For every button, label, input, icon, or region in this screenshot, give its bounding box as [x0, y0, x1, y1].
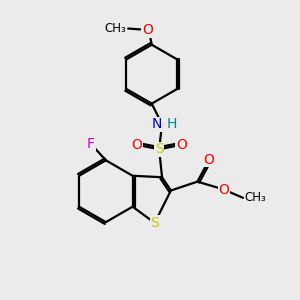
Text: S: S	[150, 216, 159, 230]
Text: O: O	[132, 138, 142, 152]
Text: O: O	[176, 138, 187, 152]
Text: N: N	[152, 117, 162, 131]
Text: CH₃: CH₃	[104, 22, 126, 35]
Text: F: F	[87, 137, 95, 151]
Text: H: H	[166, 117, 177, 131]
Text: O: O	[142, 23, 153, 37]
Text: S: S	[155, 142, 164, 156]
Text: O: O	[218, 184, 229, 197]
Text: CH₃: CH₃	[244, 191, 266, 204]
Text: O: O	[204, 153, 214, 166]
